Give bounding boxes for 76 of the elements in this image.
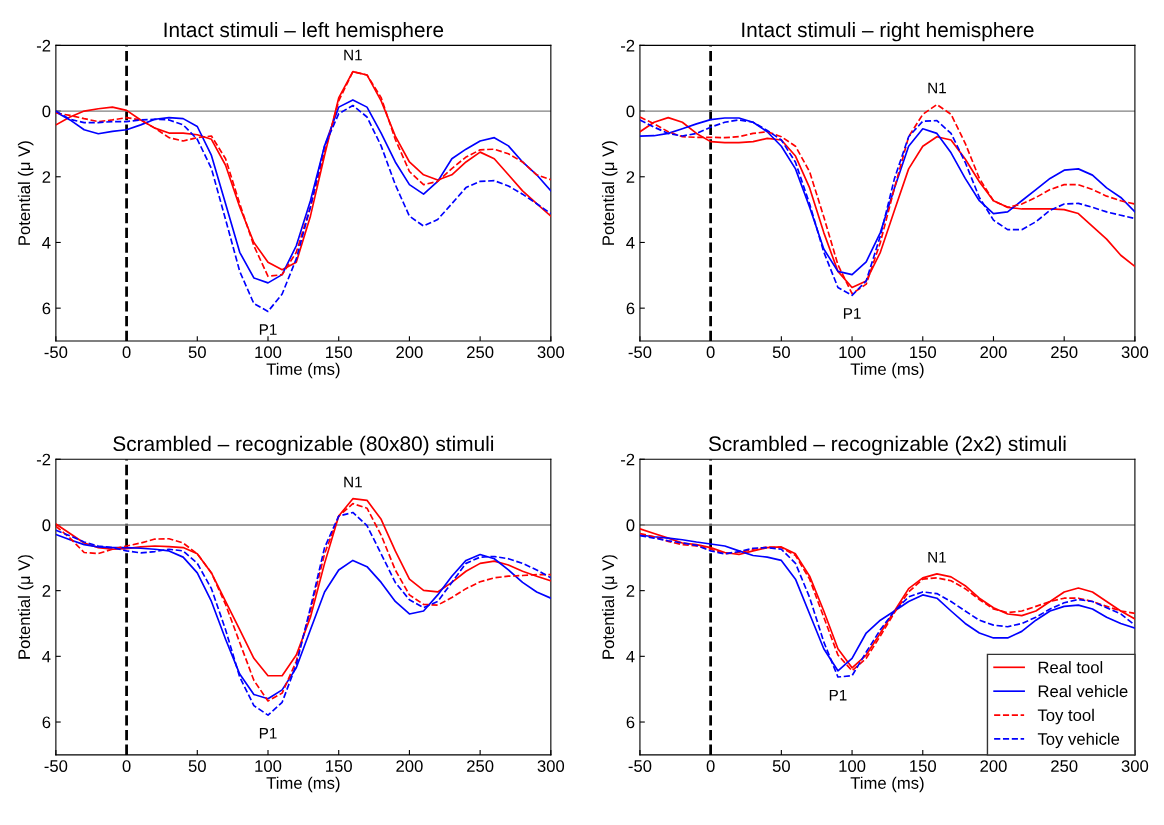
x-tick-label: 50 <box>772 760 790 772</box>
x-axis-title: Time (ms) <box>850 362 924 379</box>
annotation: P1 <box>259 728 277 739</box>
chart-title: Intact stimuli – left hemisphere <box>164 21 444 42</box>
annotation: N1 <box>928 552 946 563</box>
y-tick-label: 6 <box>626 302 635 315</box>
x-tick-label: 150 <box>910 346 937 359</box>
x-tick-label: 0 <box>122 760 131 772</box>
x-tick-label: 0 <box>706 346 715 359</box>
x-tick-label: 300 <box>1121 346 1149 359</box>
x-axis-title: Time (ms) <box>266 362 340 379</box>
y-tick-label: 0 <box>42 105 51 118</box>
x-tick-label: 300 <box>537 346 565 359</box>
legend-label: Toy tool <box>1037 708 1094 725</box>
x-tick-label: 150 <box>910 760 937 772</box>
x-axis-title: Time (ms) <box>266 776 340 793</box>
x-tick-label: 250 <box>467 346 494 359</box>
annotation: N1 <box>344 49 362 61</box>
legend-label: Real tool <box>1038 661 1103 674</box>
x-tick-label: 200 <box>396 346 423 359</box>
x-tick-label: 300 <box>1121 760 1149 772</box>
chart-title: Scrambled – recognizable (80x80) stimuli <box>113 435 494 456</box>
annotation: P1 <box>259 324 277 335</box>
x-tick-label: 200 <box>396 760 423 772</box>
y-tick-label: 4 <box>42 237 51 249</box>
y-tick-label: 4 <box>626 650 635 663</box>
y-tick-label: -2 <box>36 39 51 52</box>
x-tick-label: 100 <box>839 760 866 772</box>
x-tick-label: 250 <box>1051 346 1078 359</box>
x-tick-label: -50 <box>628 346 652 359</box>
y-axis-title: Potential (μ V) <box>17 555 34 659</box>
y-tick-label: 6 <box>42 302 51 315</box>
y-tick-label: 0 <box>626 105 635 118</box>
x-tick-label: 50 <box>772 346 790 359</box>
y-tick-label: -2 <box>620 453 635 466</box>
x-tick-label: -50 <box>628 760 652 772</box>
annotation: N1 <box>344 476 362 488</box>
y-tick-label: 6 <box>42 716 51 729</box>
annotation: P1 <box>843 308 861 319</box>
legend-label: Real vehicle <box>1038 684 1128 698</box>
y-tick-label: 2 <box>42 585 51 597</box>
y-tick-label: 4 <box>42 650 51 663</box>
y-tick-label: -2 <box>620 39 635 52</box>
annotation: P1 <box>829 689 847 701</box>
x-tick-label: 0 <box>122 346 131 359</box>
x-tick-label: 50 <box>188 760 206 772</box>
chart-title: Intact stimuli – right hemisphere <box>742 21 1034 42</box>
x-tick-label: 300 <box>537 760 565 772</box>
x-tick-label: 100 <box>255 346 282 359</box>
x-axis-title: Time (ms) <box>850 776 924 793</box>
x-tick-label: 100 <box>839 346 866 359</box>
x-tick-label: 100 <box>255 760 282 772</box>
x-tick-label: -50 <box>44 760 68 772</box>
y-tick-label: 0 <box>626 519 635 532</box>
legend-label: Toy vehicle <box>1037 732 1120 749</box>
y-tick-label: -2 <box>36 453 51 466</box>
x-tick-label: 150 <box>326 760 352 772</box>
x-tick-label: 250 <box>467 760 494 772</box>
y-tick-label: 0 <box>42 519 51 532</box>
x-tick-label: 200 <box>980 760 1007 772</box>
annotation: N1 <box>928 82 946 94</box>
y-axis-title: Potential (μ V) <box>601 141 618 245</box>
x-tick-label: 50 <box>188 346 206 359</box>
x-tick-label: 150 <box>326 346 352 359</box>
y-axis-title: Potential (μ V) <box>17 141 34 245</box>
y-tick-label: 2 <box>626 585 635 597</box>
x-tick-label: 200 <box>980 346 1007 359</box>
y-tick-label: 4 <box>626 237 635 249</box>
y-tick-label: 2 <box>42 171 51 183</box>
x-tick-label: 250 <box>1051 760 1078 772</box>
chart-title: Scrambled – recognizable (2x2) stimuli <box>708 435 1066 456</box>
y-axis-title: Potential (μ V) <box>601 555 618 659</box>
y-tick-label: 2 <box>626 171 635 183</box>
x-tick-label: 0 <box>706 760 715 772</box>
y-tick-label: 6 <box>626 716 635 729</box>
x-tick-label: -50 <box>44 346 68 359</box>
